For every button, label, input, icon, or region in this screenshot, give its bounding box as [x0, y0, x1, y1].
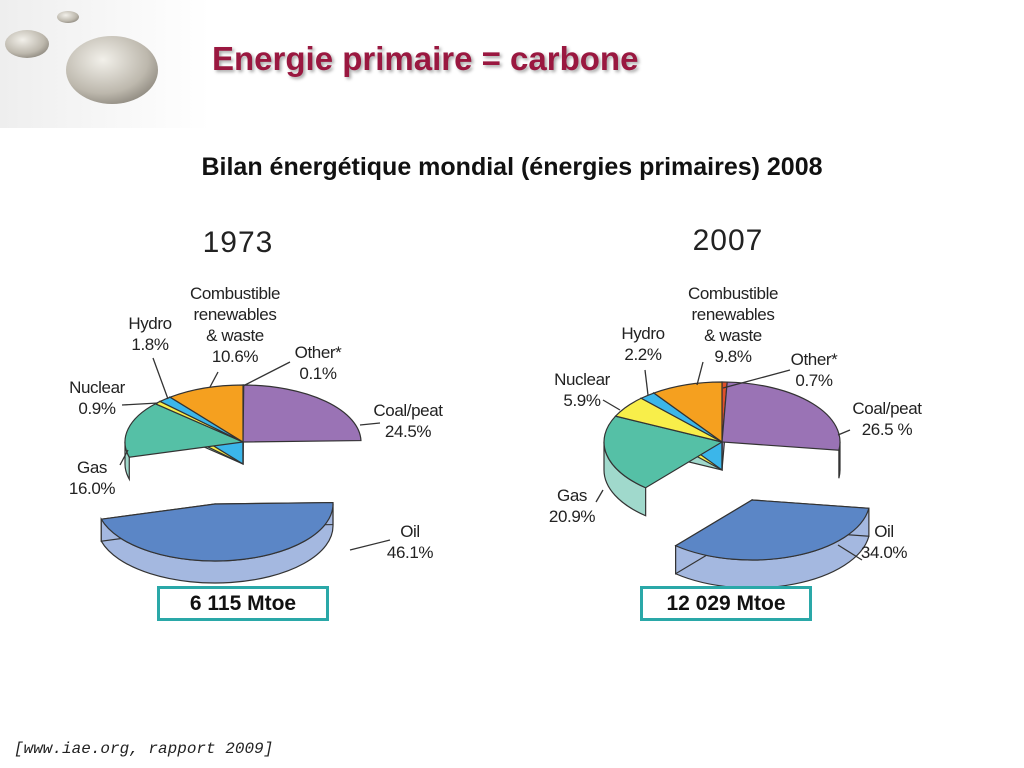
total-box-1973: 6 115 Mtoe [157, 586, 329, 621]
label-value: 24.5% [384, 422, 432, 441]
label-line: & waste [206, 326, 264, 345]
label-combustible-2007: Combustible renewables & waste 9.8% [688, 283, 778, 367]
label-line: & waste [704, 326, 762, 345]
label-line: Oil [400, 522, 420, 541]
label-line: Nuclear [554, 370, 610, 389]
label-value: 5.9% [563, 391, 601, 410]
label-line: Combustible [189, 284, 281, 303]
label-line: Coal/peat [852, 399, 922, 418]
label-line: Other* [294, 343, 342, 362]
label-value: 0.9% [78, 399, 116, 418]
label-other-2007: Other* 0.7% [791, 349, 838, 391]
leader-lines [119, 357, 863, 561]
pie-slice-oil [100, 501, 334, 562]
source-citation: [www.iae.org, rapport 2009] [14, 740, 274, 758]
label-line: Coal/peat [373, 401, 443, 420]
total-box-2007: 12 029 Mtoe [640, 586, 812, 621]
label-combustible-1973: Combustible renewables & waste 10.6% [190, 283, 280, 367]
label-line: Gas [77, 458, 107, 477]
label-hydro-2007: Hydro 2.2% [621, 323, 665, 365]
pie-tops [100, 384, 362, 562]
pie-slice-coal [721, 381, 841, 451]
pie-slice-gas [603, 415, 724, 489]
label-coal-1973: Coal/peat 24.5% [373, 400, 443, 442]
slide-subtitle: Bilan énergétique mondial (énergies prim… [201, 153, 823, 181]
pie-2007 [603, 381, 870, 589]
label-other-1973: Other* 0.1% [295, 342, 342, 384]
label-value: 16.0% [68, 479, 116, 498]
label-value: 9.8% [714, 347, 752, 366]
label-hydro-1973: Hydro 1.8% [128, 313, 172, 355]
label-line: renewables [691, 305, 775, 324]
label-value: 46.1% [386, 543, 434, 562]
pie-slice-oil [674, 499, 870, 561]
label-nuclear-1973: Nuclear 0.9% [69, 377, 125, 419]
pie-slice-combustible [168, 384, 244, 444]
label-value: 26.5 % [861, 420, 913, 439]
label-gas-1973: Gas 16.0% [68, 457, 116, 499]
pie-slice-coal [242, 384, 362, 443]
label-oil-1973: Oil 46.1% [386, 521, 434, 563]
label-line: Oil [874, 522, 894, 541]
label-line: Hydro [621, 324, 665, 343]
label-nuclear-2007: Nuclear 5.9% [554, 369, 610, 411]
label-value: 34.0% [860, 543, 908, 562]
label-value: 20.9% [548, 507, 596, 526]
label-line: renewables [193, 305, 277, 324]
label-line: Nuclear [69, 378, 125, 397]
label-line: Gas [557, 486, 587, 505]
pie-1973 [100, 384, 362, 584]
pie-tops [603, 381, 870, 561]
label-coal-2007: Coal/peat 26.5 % [852, 398, 922, 440]
label-value: 1.8% [131, 335, 169, 354]
chart-title-1973: 1973 [202, 226, 274, 259]
label-value: 10.6% [211, 347, 259, 366]
label-line: Combustible [687, 284, 779, 303]
pie-slice-combustible [652, 381, 723, 444]
label-gas-2007: Gas 20.9% [548, 485, 596, 527]
chart-title-2007: 2007 [692, 224, 764, 257]
label-value: 0.7% [795, 371, 833, 390]
label-value: 0.1% [299, 364, 337, 383]
stones-decoration [0, 0, 210, 128]
label-line: Other* [790, 350, 838, 369]
slide-title: Energie primaire = carbone [212, 40, 639, 77]
pie-slice-gas [124, 403, 246, 458]
label-oil-2007: Oil 34.0% [860, 521, 908, 563]
label-line: Hydro [128, 314, 172, 333]
label-value: 2.2% [624, 345, 662, 364]
